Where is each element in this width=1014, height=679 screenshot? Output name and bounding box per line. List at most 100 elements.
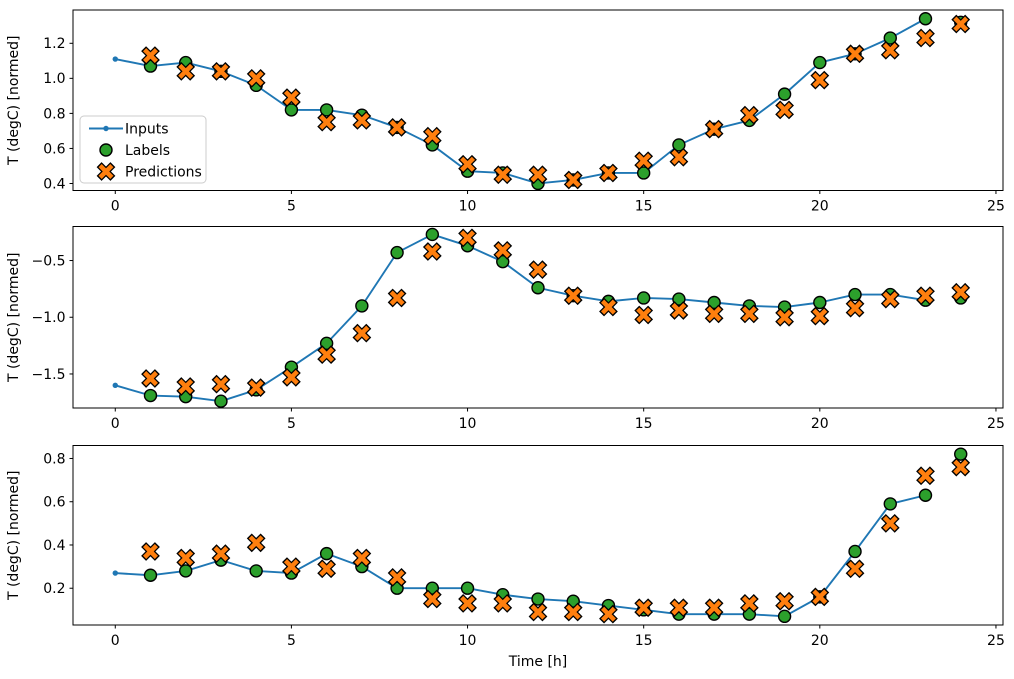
predictions-marker [458,154,477,174]
labels-marker [214,394,228,408]
predictions-marker [810,70,830,90]
y-tick-label: 0.4 [43,538,65,554]
predictions-marker [211,544,231,564]
labels-marker [848,544,862,559]
predictions-marker [669,147,689,167]
labels-marker [319,103,334,117]
subplot-3: 0 5 10 15 20 25 0.2 0.4 0.6 0.8 T (degC) [normed] T… [6,445,1005,670]
y-axis-label: T (degC) [normed] [6,470,22,601]
predictions-marker [880,289,900,309]
legend-inputs-point-sample [103,125,109,132]
predictions-marker [493,165,513,185]
labels-marker [460,581,475,595]
axes-background [73,10,1003,191]
legend-entry-label: Predictions [125,164,202,180]
labels-marker [636,291,651,305]
predictions-marker [916,286,935,306]
predictions-marker [951,14,971,34]
labels-marker [531,281,545,295]
predictions-marker [634,151,654,171]
predictions-marker [563,602,583,622]
predictions-marker [810,587,830,607]
x-tick-label: 0 [111,416,120,432]
labels-marker [918,488,933,502]
predictions-marker [528,165,548,185]
predictions-marker [775,100,794,120]
x-tick-label: 15 [635,416,653,432]
y-tick-label: 0.8 [43,106,65,122]
labels-marker [179,564,193,578]
predictions-marker [282,557,301,576]
predictions-marker [211,61,231,81]
labels-marker [883,31,897,45]
x-tick-label: 20 [811,199,829,215]
predictions-marker [845,559,865,579]
predictions-marker [669,301,689,320]
predictions-marker [387,288,407,308]
x-tick-label: 10 [459,416,477,432]
predictions-marker [176,548,196,568]
predictions-marker [563,286,583,306]
x-tick-label: 15 [635,199,653,215]
x-tick-label: 20 [811,633,829,649]
predictions-marker [352,111,372,130]
labels-marker [496,254,510,269]
predictions-marker [352,323,372,343]
labels-marker [707,295,721,310]
predictions-marker [916,466,935,486]
predictions-marker [317,345,337,365]
labels-marker [355,299,369,313]
x-tick-label: 25 [987,416,1005,432]
x-tick-label: 5 [287,633,296,649]
predictions-marker [141,46,160,65]
labels-marker [813,295,827,310]
predictions-marker [599,297,618,317]
y-tick-label: −0.5 [32,253,66,269]
x-tick-label: 10 [459,199,477,215]
x-tick-label: 10 [459,633,477,649]
predictions-marker [880,40,900,60]
predictions-marker [951,457,971,477]
x-tick-label: 20 [811,416,829,432]
labels-marker [848,287,862,302]
predictions-marker [422,126,442,146]
labels-marker [99,143,113,157]
labels-marker [954,447,968,461]
labels-marker [918,12,933,26]
predictions-marker [704,304,724,324]
predictions-marker [845,44,865,64]
labels-marker [390,245,404,260]
x-tick-label: 15 [635,633,653,649]
y-tick-label: 0.6 [43,495,65,511]
predictions-marker [282,367,301,387]
predictions-marker [951,282,971,302]
predictions-marker [916,28,935,48]
y-tick-label: −1.0 [32,310,66,326]
predictions-marker [246,378,266,397]
predictions-marker [634,598,654,618]
axes-background [73,226,1003,408]
predictions-marker [704,598,724,618]
inputs-point-marker [112,56,118,62]
legend: Inputs Labels Predictions [79,115,207,184]
labels-marker [143,568,158,582]
predictions-marker [775,591,794,611]
subplot-1: 0 5 10 15 20 25 0.4 0.6 0.8 1.0 1.2 T (degC) [norme… [6,9,1005,215]
predictions-marker [317,559,337,579]
legend-entry-label: Inputs [125,121,169,137]
predictions-marker [352,548,372,568]
predictions-marker [634,305,654,325]
predictions-marker [563,170,583,190]
x-tick-label: 0 [111,633,120,649]
predictions-marker [176,377,196,396]
y-tick-label: 1.2 [43,36,65,52]
predictions-marker [845,298,865,318]
labels-marker [777,87,792,101]
labels-marker [672,138,686,152]
predictions-marker [211,374,231,394]
x-axis-label: Time [h] [508,654,568,670]
predictions-marker [458,228,477,248]
inputs-point-marker [112,570,118,576]
predictions-marker [528,602,548,622]
